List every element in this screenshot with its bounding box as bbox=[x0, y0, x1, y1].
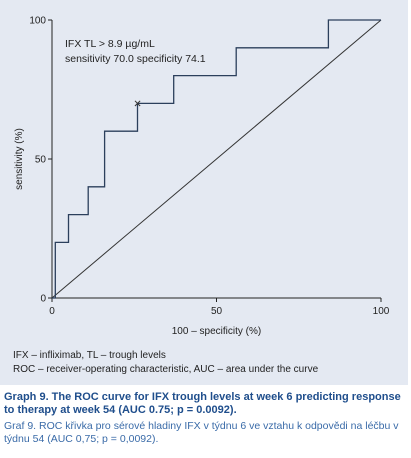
cutoff-x-stroke bbox=[134, 100, 141, 107]
reference-diagonal bbox=[51, 19, 382, 299]
roc-chart: 0 50 100 0 50 100 IFX TL > 8.9 µg/mL sensitiv… bbox=[14, 16, 390, 338]
legend-abbreviations-1: IFX – infliximab, TL – trough levels bbox=[13, 350, 166, 361]
caption-czech: Graf 9. ROC křivka pro sérové hladiny IF… bbox=[4, 420, 399, 445]
cutoff-marker bbox=[134, 100, 141, 107]
caption-english: Graph 9. The ROC curve for IFX trough le… bbox=[4, 391, 401, 416]
y-axis-label: sensitivity (%) bbox=[14, 128, 25, 190]
legend-abbreviations-2: ROC – receiver-operating characteristic,… bbox=[13, 364, 319, 375]
x-tick-label: 100 bbox=[373, 306, 390, 317]
figure-panel: 0 50 100 0 50 100 IFX TL > 8.9 µg/mL sensitiv… bbox=[0, 0, 408, 385]
x-tick-label: 50 bbox=[211, 306, 223, 317]
annotation-threshold: IFX TL > 8.9 µg/mL bbox=[65, 38, 155, 50]
axis-ticks: 0 50 100 0 50 100 bbox=[29, 16, 389, 318]
annotation-performance: sensitivity 70.0 specificity 74.1 bbox=[65, 53, 206, 65]
roc-curve bbox=[52, 19, 381, 299]
y-tick-label: 0 bbox=[40, 294, 46, 305]
y-tick-label: 100 bbox=[29, 16, 46, 27]
y-tick-label: 50 bbox=[35, 155, 47, 166]
x-axis-label: 100 – specificity (%) bbox=[172, 326, 261, 337]
x-tick-label: 0 bbox=[49, 306, 55, 317]
